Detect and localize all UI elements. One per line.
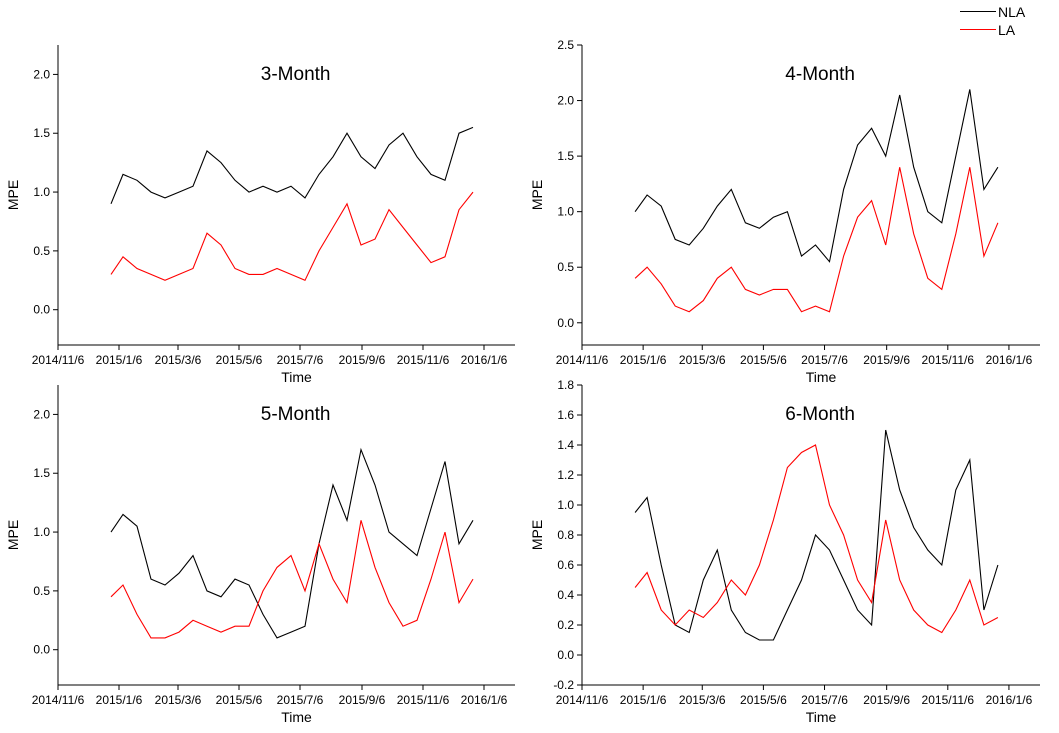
x-tick-label: 2015/7/6 xyxy=(801,353,848,367)
x-tick-label: 2015/9/6 xyxy=(339,353,386,367)
series-line-la xyxy=(110,191,474,282)
y-tick-label: 2.0 xyxy=(33,407,50,421)
y-tick-label: 0.5 xyxy=(33,584,50,598)
x-tick-label: 2015/5/6 xyxy=(216,693,263,707)
x-tick-label: 2014/11/6 xyxy=(556,693,609,707)
x-tick-label: 2015/9/6 xyxy=(339,693,386,707)
x-tick-label: 2015/7/6 xyxy=(277,353,324,367)
y-tick-label: 1.5 xyxy=(33,466,50,480)
x-tick-label: 2015/3/6 xyxy=(679,693,726,707)
y-tick-label: 1.0 xyxy=(557,205,574,219)
series-line-la xyxy=(634,444,999,634)
legend-label-la: LA xyxy=(998,22,1016,38)
series-line-la xyxy=(110,520,474,639)
x-axis-label: Time xyxy=(806,369,837,385)
y-tick-label: 2.0 xyxy=(557,94,574,108)
y-axis-label: MPE xyxy=(529,180,545,210)
y-tick-label: 0.6 xyxy=(557,558,574,572)
chart-title: 6-Month xyxy=(785,404,855,425)
x-tick-label: 2016/1/6 xyxy=(986,353,1033,367)
x-tick-label: 2015/1/6 xyxy=(620,693,667,707)
y-tick-label: 0.4 xyxy=(557,588,574,602)
series-line-nla xyxy=(634,89,999,263)
y-tick-label: 0.0 xyxy=(33,643,50,657)
x-tick-label: 2015/3/6 xyxy=(679,353,726,367)
y-tick-label: 0.5 xyxy=(33,244,50,258)
series-line-nla xyxy=(110,447,474,639)
x-tick-label: 2015/11/6 xyxy=(922,693,975,707)
x-tick-label: 2016/1/6 xyxy=(461,693,508,707)
x-tick-label: 2016/1/6 xyxy=(461,353,508,367)
x-tick-label: 2014/11/6 xyxy=(32,353,85,367)
y-tick-label: 1.6 xyxy=(557,408,574,422)
chart-title: 3-Month xyxy=(261,64,331,85)
legend-swatch-la xyxy=(960,29,996,30)
legend-label-nla: NLA xyxy=(998,4,1026,20)
x-tick-label: 2015/7/6 xyxy=(801,693,848,707)
x-tick-label: 2015/5/6 xyxy=(740,353,787,367)
y-tick-label: 2.0 xyxy=(33,67,50,81)
series-line-nla xyxy=(110,126,474,205)
x-tick-label: 2014/11/6 xyxy=(556,353,609,367)
chart-panel-2: 0.0 0.5 1.0 1.5 2.0 2.5 2014/11/6 2015/1/6 2015/… xyxy=(529,38,1040,385)
y-tick-label: 0.5 xyxy=(557,260,574,274)
x-tick-label: 2015/7/6 xyxy=(277,693,324,707)
y-tick-label: 1.2 xyxy=(557,468,574,482)
y-axis-label: MPE xyxy=(5,520,21,550)
x-tick-label: 2015/11/6 xyxy=(922,353,975,367)
x-tick-label: 2014/11/6 xyxy=(32,693,85,707)
chart-panel-3: 0.0 0.5 1.0 1.5 2.0 2014/11/6 2015/1/6 2015/3/6… xyxy=(5,385,515,725)
x-tick-label: 2015/1/6 xyxy=(620,353,667,367)
series-line-nla xyxy=(634,429,999,641)
y-tick-label: 0.0 xyxy=(557,316,574,330)
legend: NLA LA xyxy=(960,4,1055,44)
y-tick-label: 0.0 xyxy=(557,648,574,662)
chart-title: 5-Month xyxy=(261,404,331,425)
x-tick-label: 2015/11/6 xyxy=(397,693,450,707)
y-tick-label: 1.0 xyxy=(33,525,50,539)
series-line-la xyxy=(634,167,999,313)
y-axis-label: MPE xyxy=(529,520,545,550)
x-tick-label: 2015/5/6 xyxy=(216,353,263,367)
y-tick-label: 0.0 xyxy=(33,303,50,317)
chart-panel-4: -0.2 0.0 0.2 0.4 0.6 0.8 1.0 1.2 1.4 1.6 1.8 2014/1… xyxy=(529,378,1040,725)
x-tick-label: 2015/3/6 xyxy=(155,353,202,367)
y-axis-label: MPE xyxy=(5,180,21,210)
y-tick-label: 1.5 xyxy=(33,126,50,140)
x-tick-label: 2015/1/6 xyxy=(96,353,143,367)
y-tick-label: 2.5 xyxy=(557,38,574,52)
y-tick-label: 1.0 xyxy=(557,498,574,512)
chart-panel-1: 0.0 0.5 1.0 1.5 2.0 2014/11/6 2015/1/6 2015/3/6… xyxy=(5,45,515,385)
x-tick-label: 2015/1/6 xyxy=(96,693,143,707)
y-tick-label: -0.2 xyxy=(553,678,574,692)
x-axis-label: Time xyxy=(806,709,837,725)
x-tick-label: 2016/1/6 xyxy=(986,693,1033,707)
legend-item-nla: NLA xyxy=(960,4,1055,20)
chart-title: 4-Month xyxy=(785,64,855,85)
x-axis-label: Time xyxy=(281,709,312,725)
x-tick-label: 2015/9/6 xyxy=(863,353,910,367)
y-tick-label: 0.2 xyxy=(557,618,574,632)
y-tick-label: 1.0 xyxy=(33,185,50,199)
x-tick-label: 2015/5/6 xyxy=(740,693,787,707)
legend-swatch-nla xyxy=(960,11,996,12)
legend-item-la: LA xyxy=(960,22,1055,38)
y-tick-label: 1.5 xyxy=(557,149,574,163)
y-tick-label: 1.8 xyxy=(557,378,574,392)
x-tick-label: 2015/3/6 xyxy=(155,693,202,707)
x-tick-label: 2015/11/6 xyxy=(397,353,450,367)
y-tick-label: 0.8 xyxy=(557,528,574,542)
x-axis-label: Time xyxy=(281,369,312,385)
x-tick-label: 2015/9/6 xyxy=(863,693,910,707)
y-tick-label: 1.4 xyxy=(557,438,574,452)
